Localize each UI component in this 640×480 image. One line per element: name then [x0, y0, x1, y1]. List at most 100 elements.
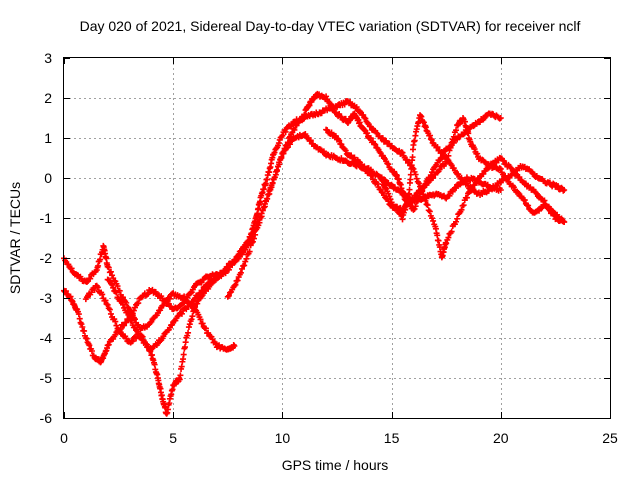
data-point: [243, 255, 250, 262]
data-point: [260, 204, 267, 211]
data-point: [361, 114, 368, 121]
data-point: [107, 310, 114, 317]
y-tick-label: -4: [40, 330, 53, 346]
data-point: [458, 206, 465, 213]
data-point: [188, 316, 195, 323]
y-tick-label: -5: [40, 370, 53, 386]
data-point: [341, 101, 348, 108]
data-point: [371, 140, 378, 147]
data-point: [135, 300, 142, 307]
data-point: [351, 154, 358, 161]
data-point: [88, 347, 95, 354]
y-tick-label: 2: [44, 90, 52, 106]
data-point: [259, 207, 266, 214]
data-point: [372, 141, 379, 148]
data-point: [426, 208, 433, 215]
data-point: [76, 315, 83, 322]
data-point: [271, 149, 278, 156]
data-point: [105, 264, 112, 271]
data-point: [68, 265, 75, 272]
data-point: [249, 238, 256, 245]
data-point: [382, 184, 389, 191]
data-point: [337, 113, 344, 120]
data-point: [202, 325, 209, 332]
data-point: [113, 289, 120, 296]
data-point: [185, 303, 192, 310]
data-point: [75, 311, 82, 318]
data-point: [266, 190, 273, 197]
data-point: [86, 342, 93, 349]
data-point: [409, 195, 416, 202]
data-point: [237, 269, 244, 276]
data-point: [367, 135, 374, 142]
data-point: [470, 123, 477, 130]
data-point: [447, 144, 454, 151]
data-point: [450, 133, 457, 140]
data-point: [105, 277, 112, 284]
data-point: [104, 301, 111, 308]
data-point: [112, 288, 119, 295]
data-point: [448, 228, 455, 235]
data-point: [78, 321, 85, 328]
data-point: [114, 283, 121, 290]
chart-title: Day 020 of 2021, Sidereal Day-to-day VTE…: [80, 18, 581, 34]
data-point: [244, 251, 251, 258]
data-point: [182, 297, 189, 304]
data-point: [106, 306, 113, 313]
data-point: [434, 232, 441, 239]
data-point: [245, 237, 252, 244]
data-point: [246, 248, 253, 255]
data-point: [425, 207, 432, 214]
x-tick-label: 5: [169, 430, 177, 446]
data-point: [256, 219, 263, 226]
data-point: [99, 291, 106, 298]
data-point: [91, 286, 98, 293]
data-point: [407, 171, 414, 178]
data-point: [453, 127, 460, 134]
data-point: [109, 281, 116, 288]
data-point: [385, 198, 392, 205]
series-track-7: [323, 115, 568, 225]
data-point: [184, 332, 191, 339]
series-track-4: [104, 98, 568, 353]
data-point: [231, 343, 238, 349]
data-point: [282, 128, 289, 135]
data-point: [279, 132, 286, 139]
data-point: [252, 231, 259, 238]
data-point: [185, 329, 192, 336]
data-point: [364, 130, 371, 137]
data-point: [307, 137, 314, 144]
data-point: [378, 176, 385, 183]
data-point: [181, 293, 188, 300]
data-point: [434, 144, 441, 151]
data-point: [264, 195, 271, 202]
data-point: [284, 139, 291, 146]
data-point: [271, 174, 278, 181]
data-point: [224, 293, 231, 300]
x-tick-label: 10: [275, 430, 291, 446]
data-point: [454, 215, 461, 222]
data-point: [374, 180, 381, 187]
data-point: [416, 188, 423, 195]
data-point: [460, 131, 467, 138]
data-point: [231, 282, 238, 289]
data-point: [280, 148, 287, 155]
data-point: [406, 159, 413, 166]
data-point: [361, 163, 368, 170]
data-point: [521, 197, 528, 204]
data-point: [244, 238, 251, 245]
data-point: [492, 183, 499, 190]
x-tick-label: 20: [493, 430, 509, 446]
series-track-6: [377, 112, 568, 223]
data-point: [187, 290, 194, 297]
y-tick-label: 1: [44, 130, 52, 146]
data-point: [323, 93, 330, 100]
x-axis-title: GPS time / hours: [282, 457, 389, 473]
data-point: [94, 284, 101, 291]
data-point: [135, 330, 142, 337]
data-point: [302, 131, 309, 138]
data-point: [242, 258, 249, 265]
data-point: [261, 203, 268, 210]
data-point: [328, 129, 335, 136]
